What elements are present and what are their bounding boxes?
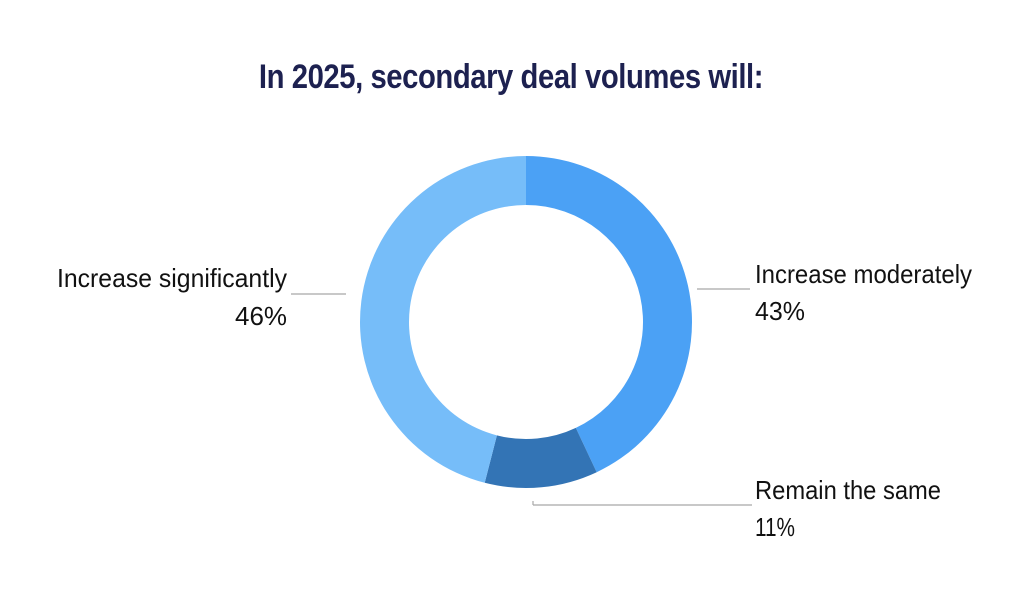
label-increase-moderately: Increase moderately (755, 259, 972, 289)
donut-slice-remain-the-same (484, 427, 597, 488)
label-remain-the-same: Remain the same (755, 475, 941, 505)
donut-slices (360, 156, 692, 488)
donut-slice-increase-moderately (526, 156, 692, 473)
value-increase-moderately: 43% (755, 296, 805, 326)
value-increase-significantly: 46% (235, 301, 287, 331)
value-remain-the-same: 11% (755, 512, 795, 542)
chart-title: In 2025, secondary deal volumes will: (258, 58, 764, 96)
donut-slice-increase-significantly (360, 156, 526, 483)
label-increase-significantly: Increase significantly (57, 263, 287, 293)
